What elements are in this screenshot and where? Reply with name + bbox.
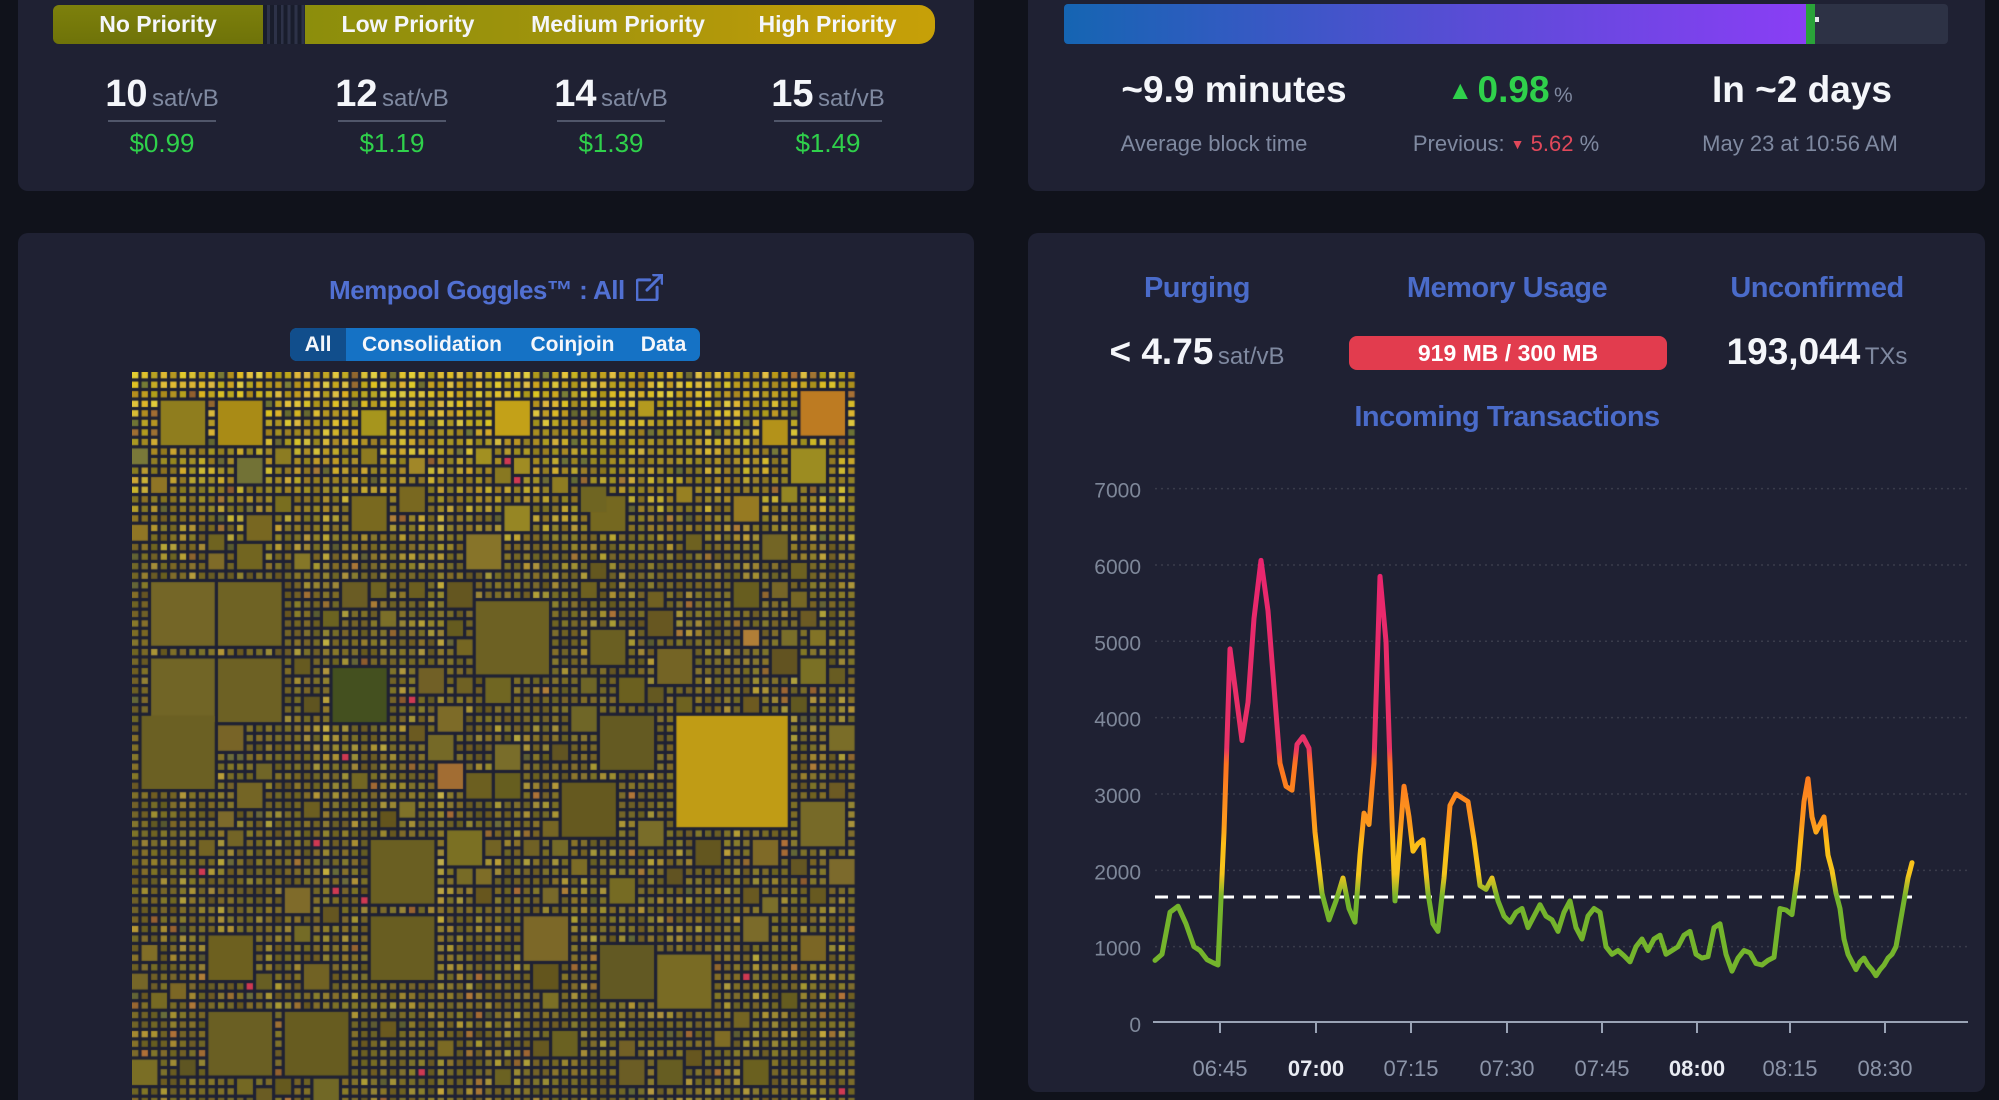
svg-text:3000: 3000 <box>1094 785 1141 808</box>
svg-text:1000: 1000 <box>1094 938 1141 961</box>
svg-text:6000: 6000 <box>1094 556 1141 579</box>
svg-text:7000: 7000 <box>1094 480 1141 503</box>
svg-text:4000: 4000 <box>1094 709 1141 732</box>
svg-text:08:15: 08:15 <box>1762 1056 1817 1081</box>
svg-text:07:30: 07:30 <box>1479 1056 1534 1081</box>
svg-text:07:45: 07:45 <box>1574 1056 1629 1081</box>
svg-text:07:00: 07:00 <box>1288 1056 1344 1081</box>
svg-text:0: 0 <box>1129 1014 1141 1037</box>
svg-text:07:15: 07:15 <box>1383 1056 1438 1081</box>
svg-text:08:30: 08:30 <box>1857 1056 1912 1081</box>
svg-text:2000: 2000 <box>1094 861 1141 884</box>
svg-text:5000: 5000 <box>1094 632 1141 655</box>
svg-text:06:45: 06:45 <box>1192 1056 1247 1081</box>
svg-text:08:00: 08:00 <box>1669 1056 1725 1081</box>
